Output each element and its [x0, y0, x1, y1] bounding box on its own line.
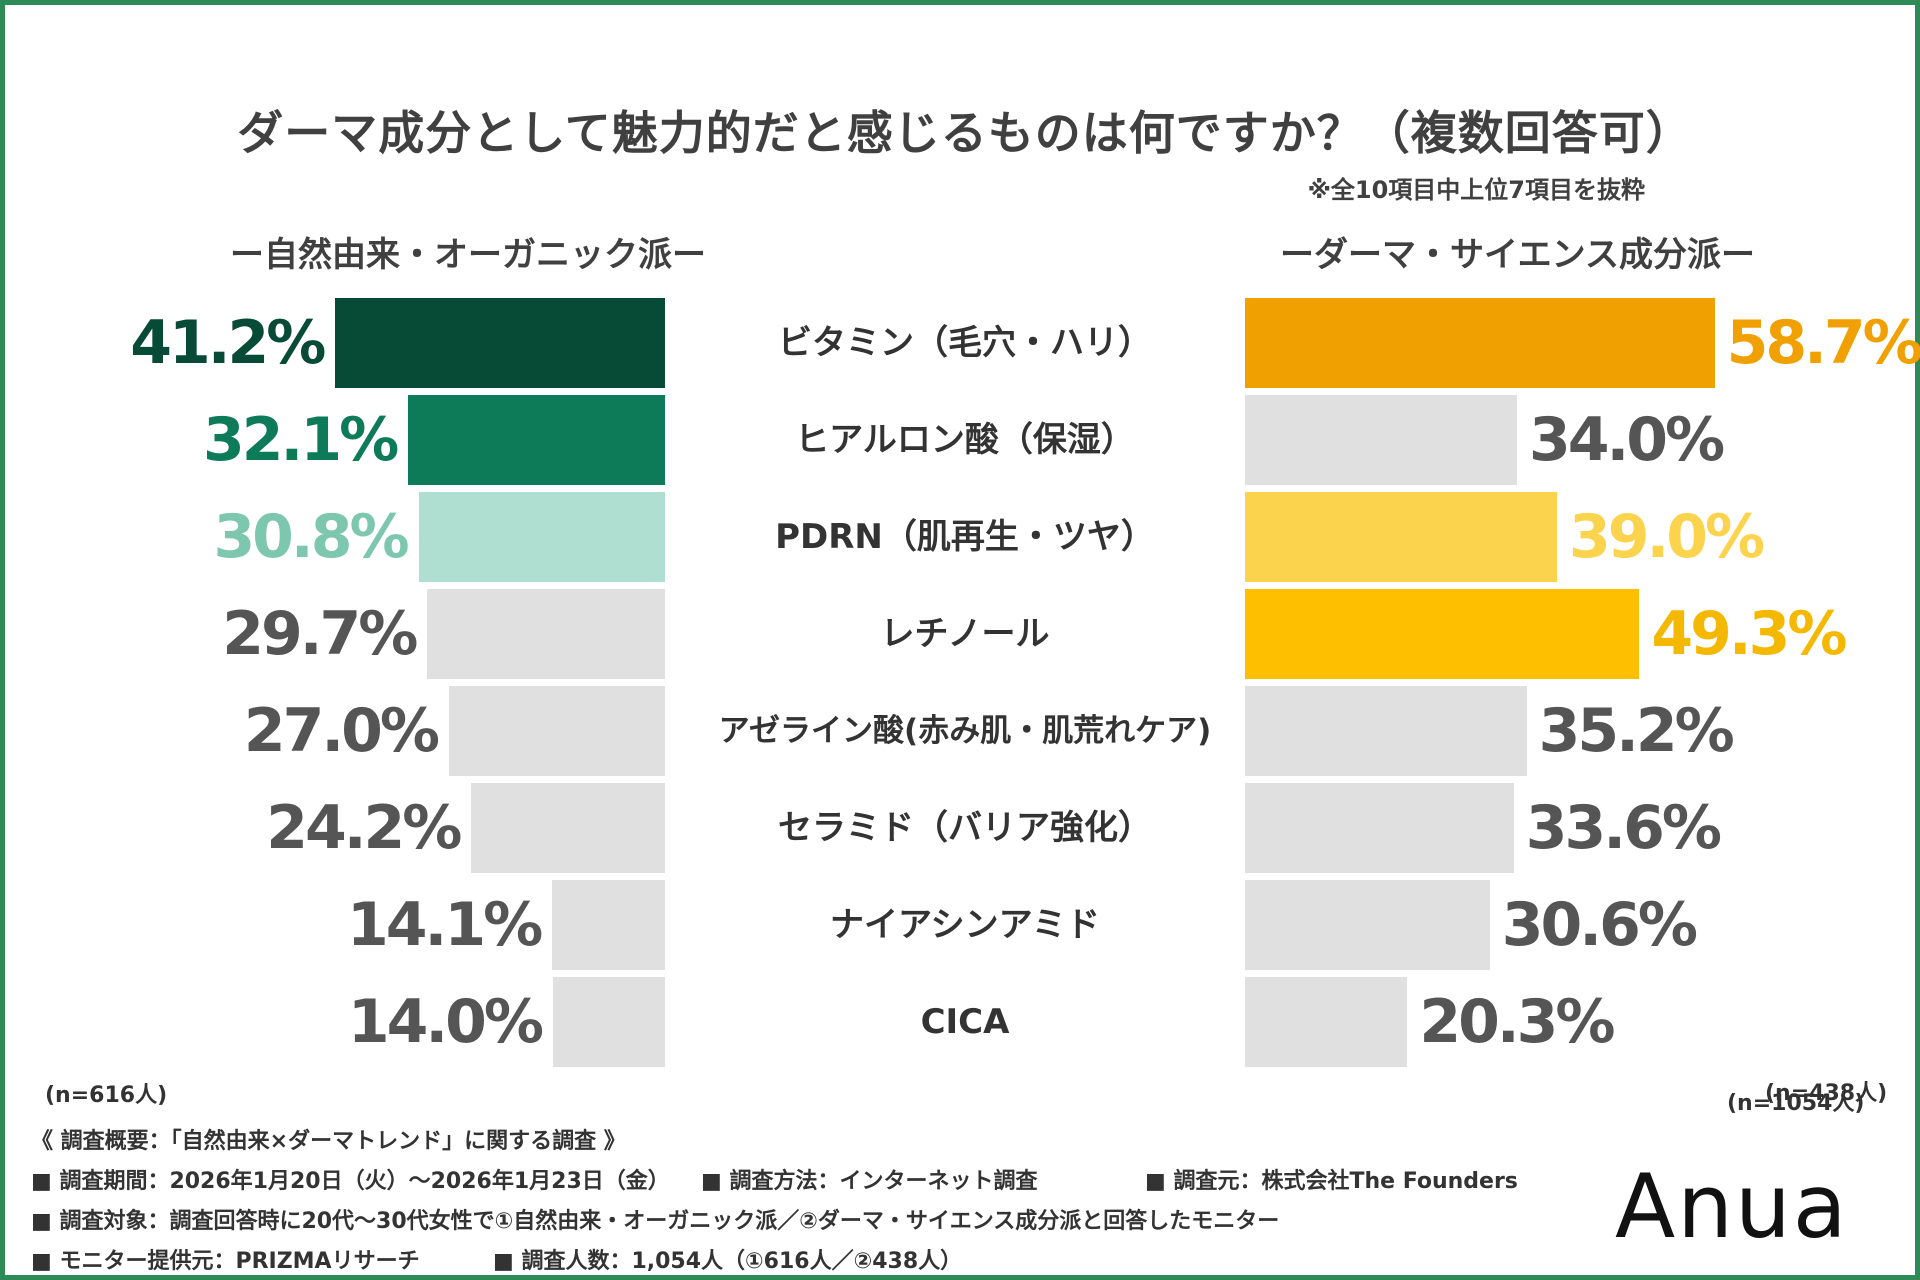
right-bar — [1245, 395, 1517, 485]
footer-source: ■ 調査元：株式会社The Founders — [1145, 1169, 1518, 1194]
footer-period: ■ 調査期間：2026年1月20日（火）～2026年1月23日（金） — [31, 1169, 670, 1194]
right-value-label: 35.2% — [1538, 696, 1735, 766]
left-bar — [335, 298, 665, 388]
chart-note: ※全10項目中上位7項目を抜粋 — [1307, 176, 1645, 204]
left-value-label: 24.2% — [266, 793, 462, 863]
category-label: ナイアシンアミド — [830, 905, 1100, 945]
left-value-label: 14.1% — [347, 890, 543, 960]
left-bar — [449, 686, 665, 776]
right-value-label: 33.6% — [1525, 793, 1722, 863]
right-value-label: 49.3% — [1651, 599, 1847, 669]
footer-provider: ■ モニター提供元：PRIZMAリサーチ — [31, 1249, 420, 1274]
right-value-label: 20.3% — [1419, 987, 1615, 1057]
chart-title: ダーマ成分として魅力的だと感じるものは何ですか？（複数回答可） — [237, 106, 1693, 160]
category-label: PDRN（肌再生・ツヤ） — [775, 517, 1155, 557]
left-bar — [418, 492, 665, 582]
right-bar — [1245, 686, 1527, 776]
footer-method: ■ 調査方法：インターネット調査 — [701, 1169, 1038, 1194]
footer-summary: 《 調査概要：「自然由来×ダーマトレンド」に関する調査 》 — [31, 1129, 626, 1154]
category-label: ヒアルロン酸（保湿） — [795, 420, 1135, 460]
overlap-sample-size: (n=1054人) — [1727, 1091, 1865, 1116]
right-bar — [1245, 783, 1514, 873]
left-bar — [552, 880, 665, 970]
right-group-title: ーダーマ・サイエンス成分派ー — [1280, 235, 1755, 275]
left-bar — [471, 783, 665, 873]
left-bar — [408, 395, 665, 485]
right-bar — [1245, 589, 1640, 679]
right-value-label: 39.0% — [1569, 502, 1765, 572]
footer-target: ■ 調査対象：調査回答時に20代～30代女性で①自然由来・オーガニック派／②ダー… — [31, 1209, 1280, 1234]
right-sample-size: (n=438人) — [1765, 1081, 1888, 1106]
right-bar — [1245, 298, 1715, 388]
left-bar — [427, 589, 665, 679]
right-value-label: 34.0% — [1529, 405, 1725, 475]
category-label: CICA — [920, 1002, 1010, 1042]
footer-count: ■ 調査人数：1,054人（①616人／②438人） — [493, 1249, 963, 1274]
left-value-label: 32.1% — [203, 405, 399, 475]
brand-logo: Anua — [1615, 1155, 1849, 1258]
right-bar — [1245, 977, 1408, 1067]
left-group-title: ー自然由来・オーガニック派ー — [230, 235, 706, 275]
left-value-label: 30.8% — [213, 502, 409, 572]
right-value-label: 58.7% — [1726, 308, 1920, 378]
left-bar — [553, 977, 665, 1067]
left-sample-size: (n=616人) — [45, 1083, 168, 1108]
right-bar — [1245, 492, 1557, 582]
left-value-label: 41.2% — [130, 308, 326, 378]
category-label: ビタミン（毛穴・ハリ） — [778, 323, 1152, 363]
category-label: セラミド（バリア強化） — [778, 808, 1152, 848]
right-bar — [1245, 880, 1490, 970]
right-value-label: 30.6% — [1501, 890, 1698, 960]
left-value-label: 27.0% — [243, 696, 440, 766]
left-value-label: 14.0% — [347, 987, 544, 1057]
category-label: アゼライン酸(赤み肌・肌荒れケア) — [718, 713, 1212, 749]
left-value-label: 29.7% — [222, 599, 418, 669]
category-label: レチノール — [880, 614, 1050, 654]
